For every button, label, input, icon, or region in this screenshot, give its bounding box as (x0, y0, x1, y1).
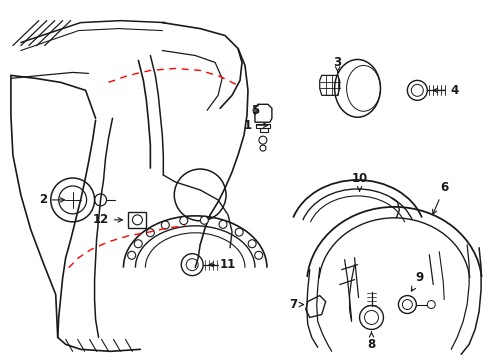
Text: 4: 4 (432, 84, 457, 97)
Circle shape (219, 220, 226, 228)
Text: 5: 5 (250, 104, 259, 117)
Text: 12: 12 (92, 213, 122, 226)
Text: 6: 6 (432, 181, 447, 214)
Text: 10: 10 (351, 171, 367, 191)
Text: 3: 3 (333, 56, 341, 72)
Circle shape (200, 216, 208, 224)
Circle shape (161, 221, 169, 229)
Circle shape (127, 251, 135, 259)
Text: 8: 8 (366, 332, 375, 351)
Circle shape (235, 228, 243, 236)
Circle shape (254, 251, 262, 259)
Text: 1: 1 (244, 119, 267, 132)
Text: 11: 11 (209, 258, 236, 271)
Circle shape (146, 229, 154, 237)
Text: 7: 7 (288, 298, 303, 311)
Circle shape (180, 217, 187, 225)
Text: 2: 2 (39, 193, 64, 206)
Circle shape (247, 240, 256, 248)
Circle shape (134, 240, 142, 248)
Text: 9: 9 (410, 271, 423, 291)
